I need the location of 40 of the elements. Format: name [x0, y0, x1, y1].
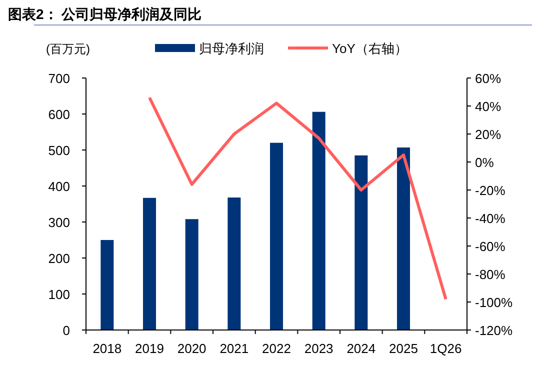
bar [100, 240, 114, 330]
y2-tick-label: 60% [475, 71, 502, 86]
y2-tick-label: 40% [475, 99, 502, 114]
y-tick-label: 700 [48, 71, 70, 86]
x-tick-label: 2023 [304, 341, 334, 356]
x-tick-label: 2024 [346, 341, 376, 356]
bar [397, 147, 410, 330]
chart-title: 图表2： 公司归母净利润及同比 [8, 6, 202, 22]
y-tick-label: 200 [48, 251, 70, 266]
y-tick-label: 0 [62, 323, 70, 338]
bar [143, 198, 156, 330]
x-tick-label: 2022 [262, 341, 291, 356]
legend-label: YoY（右轴） [332, 41, 408, 56]
x-tick-label: 2025 [389, 341, 418, 356]
x-tick-label: 2019 [135, 341, 164, 356]
y2-tick-label: -20% [475, 183, 506, 198]
y2-tick-label: -60% [475, 239, 506, 254]
bar [354, 155, 368, 330]
y2-tick-label: 0% [475, 155, 494, 170]
legend-label: 归母净利润 [199, 41, 264, 56]
y-tick-label: 100 [48, 287, 70, 302]
y2-tick-label: -80% [475, 267, 506, 282]
y2-tick-label: -120% [475, 323, 514, 338]
y2-tick-label: -100% [475, 295, 514, 310]
y2-tick-label: -40% [475, 211, 506, 226]
x-tick-label: 2018 [92, 341, 122, 356]
y-tick-label: 400 [48, 179, 70, 194]
bar [270, 142, 283, 330]
y2-tick-label: 20% [475, 127, 502, 142]
bar [228, 198, 241, 330]
y-tick-label: 300 [48, 215, 70, 230]
line-series [148, 96, 448, 301]
y-axis-title: (百万元) [46, 42, 90, 56]
x-tick-label: 1Q26 [430, 341, 462, 356]
bar [185, 219, 198, 330]
x-tick-label: 2020 [177, 341, 206, 356]
y-tick-label: 600 [48, 107, 70, 122]
x-tick-label: 2021 [220, 341, 249, 356]
bar [312, 112, 326, 330]
y-tick-label: 500 [48, 143, 70, 158]
